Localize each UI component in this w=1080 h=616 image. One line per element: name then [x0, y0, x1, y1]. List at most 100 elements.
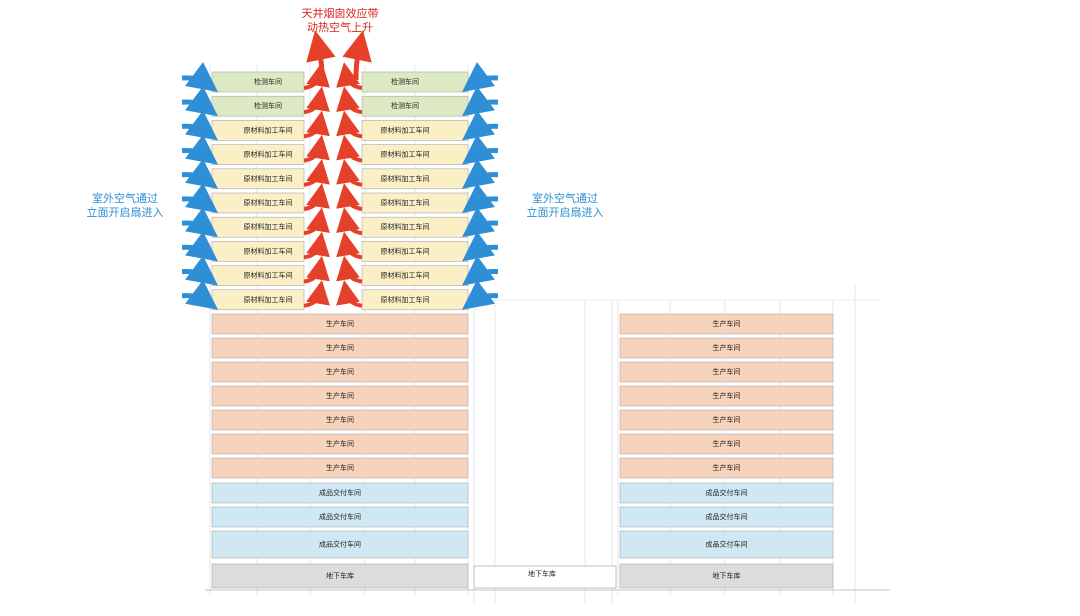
hot-air-arrow: [336, 279, 363, 308]
outdoor-air-arrow: [461, 62, 499, 92]
floor-slab: [211, 337, 469, 359]
floor-label: 成品交付车间: [706, 512, 748, 521]
floor-label: 生产车间: [713, 439, 741, 448]
hot-air-arrow: [342, 30, 372, 81]
floor-label: 原材料加工车间: [381, 150, 430, 159]
floor-label: 原材料加工车间: [381, 222, 430, 231]
floor-label: 检测车间: [391, 101, 419, 110]
outdoor-air-arrow: [461, 183, 499, 213]
floor-slab: [211, 313, 469, 335]
hot-air-arrow: [303, 207, 330, 236]
floor-slab: [619, 409, 834, 431]
floor-slab: [211, 563, 469, 589]
floor-label: 检测车间: [391, 77, 419, 86]
outdoor-air-arrow: [181, 207, 219, 238]
floor-slab: [211, 506, 469, 528]
floor-slab: [619, 385, 834, 407]
hot-air-arrow: [336, 86, 363, 115]
hot-air-arrow: [303, 110, 330, 139]
floor-slab: [211, 457, 469, 479]
floor-slab: [211, 385, 469, 407]
floor-label: 成品交付车间: [706, 488, 748, 497]
floor-slab: [619, 361, 834, 383]
floor-label: 原材料加工车间: [381, 246, 430, 255]
floor-label: 生产车间: [326, 415, 354, 424]
floor-slab: [211, 409, 469, 431]
hot-air-arrow: [303, 86, 330, 115]
outdoor-air-arrow: [181, 158, 219, 189]
floor-label: 地下车库: [326, 571, 354, 580]
outdoor-air-arrow: [461, 158, 499, 189]
floor-label: 原材料加工车间: [381, 198, 430, 207]
floor-label: 生产车间: [713, 391, 741, 400]
floor-label: 检测车间: [254, 77, 282, 86]
outdoor-air-arrow: [461, 134, 499, 165]
floor-label: 成品交付车间: [319, 488, 361, 497]
floor-slab: [211, 482, 469, 504]
chimney-label: 动热空气上升: [307, 20, 373, 34]
floor-label: 成品交付车间: [319, 540, 361, 549]
outdoor-air-arrow: [181, 110, 219, 141]
floor-slab: [211, 361, 469, 383]
hot-air-arrow: [336, 207, 363, 236]
floor-label: 原材料加工车间: [244, 150, 293, 159]
outdoor-air-arrow: [461, 231, 499, 262]
floor-label: 生产车间: [326, 319, 354, 328]
floor-label: 原材料加工车间: [381, 271, 430, 280]
floor-label: 成品交付车间: [319, 512, 361, 521]
floor-label: 检测车间: [254, 101, 282, 110]
floor-slab: [619, 313, 834, 335]
air-label: 立面开启扇进入: [527, 205, 604, 219]
floor-label: 原材料加工车间: [244, 198, 293, 207]
hot-air-arrow: [303, 158, 330, 187]
hot-air-arrow: [336, 110, 363, 139]
outdoor-air-arrow: [461, 279, 499, 310]
air-label: 立面开启扇进入: [87, 205, 164, 219]
floor-label: 成品交付车间: [706, 540, 748, 549]
floor-label: 原材料加工车间: [244, 125, 293, 134]
floor-label: 原材料加工车间: [381, 125, 430, 134]
outdoor-air-arrow: [181, 255, 219, 286]
hot-air-arrow: [336, 183, 363, 211]
floor-label: 原材料加工车间: [244, 271, 293, 280]
floor-label: 地下车库: [713, 571, 741, 580]
floor-slab: [619, 433, 834, 455]
podium-basement: [473, 565, 617, 589]
air-label: 室外空气通过: [532, 191, 598, 205]
floor-label: 原材料加工车间: [244, 174, 293, 183]
floor-label: 原材料加工车间: [244, 295, 293, 304]
floor-label: 生产车间: [326, 463, 354, 472]
outdoor-air-arrow: [181, 86, 219, 117]
floor-label: 生产车间: [713, 343, 741, 352]
air-label: 室外空气通过: [92, 191, 158, 205]
floor-label: 原材料加工车间: [381, 174, 430, 183]
hot-air-arrow: [336, 231, 363, 260]
floor-label: 生产车间: [326, 343, 354, 352]
floor-label: 原材料加工车间: [244, 222, 293, 231]
outdoor-air-arrow: [461, 255, 499, 286]
hot-air-arrow: [303, 231, 330, 260]
hot-air-arrow: [303, 255, 330, 284]
outdoor-air-arrow: [181, 279, 219, 310]
floor-label: 原材料加工车间: [244, 246, 293, 255]
floor-slab: [619, 457, 834, 479]
floor-label: 生产车间: [713, 367, 741, 376]
floor-slab: [619, 530, 834, 559]
floor-label: 生产车间: [713, 319, 741, 328]
outdoor-air-arrow: [461, 207, 499, 238]
hot-air-arrow: [336, 255, 363, 284]
floor-label: 生产车间: [326, 439, 354, 448]
hot-air-arrow: [303, 62, 330, 90]
hot-air-arrow: [303, 134, 330, 163]
floor-slab: [619, 506, 834, 528]
floor-label: 原材料加工车间: [381, 295, 430, 304]
outdoor-air-arrow: [181, 183, 219, 213]
outdoor-air-arrow: [181, 231, 219, 262]
floor-label: 生产车间: [713, 463, 741, 472]
outdoor-air-arrow: [181, 62, 219, 92]
hot-air-arrow: [336, 134, 363, 163]
hot-air-arrow: [336, 158, 363, 187]
floor-label: 生产车间: [326, 367, 354, 376]
floor-slab: [619, 563, 834, 589]
